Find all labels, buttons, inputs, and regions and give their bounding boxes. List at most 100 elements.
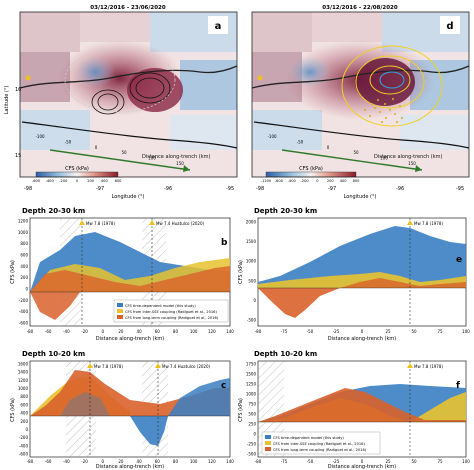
map-a-lat-label: Latitude (°) — [4, 86, 10, 115]
panel-f-xtick: 0 — [361, 459, 364, 464]
panel-b-xtick: 40 — [137, 329, 143, 334]
panel-b-legend-2: CFS from inter-SSE coupling (Radiguet et… — [125, 310, 217, 314]
panel-c-ytick: 1600 — [18, 362, 29, 367]
panel-e-xtick: -75 — [281, 329, 288, 334]
map-d-colorbar-tick: 200 — [327, 179, 335, 183]
panel-e-xtick: 0 — [361, 329, 364, 334]
panel-c-xtick: -40 — [63, 459, 70, 464]
panel-b-xtick: 140 — [226, 329, 234, 334]
panel-b-letter: b — [221, 238, 228, 248]
panel-f-legend-2: CFS from inter-SSE coupling (Radiguet et… — [273, 442, 365, 446]
map-a-lat-15: 15 — [15, 153, 21, 159]
panel-f-xtick: -50 — [307, 459, 314, 464]
map-d-lon-96: -96 — [396, 186, 404, 192]
map-a-date: 03/12/2016 - 23/06/2020 — [90, 5, 166, 11]
panel-b-xtick: 60 — [155, 329, 161, 334]
panel-b-ytick: -400 — [19, 309, 29, 314]
panel-b-ytick: -600 — [19, 321, 29, 326]
panel-e-xtick: 25 — [385, 329, 391, 334]
panel-e-letter: e — [456, 255, 462, 265]
map-d-colorbar-tick: 400 — [340, 179, 348, 183]
panel-f-xtick: -25 — [333, 459, 340, 464]
map-a-trench-tick: 0 — [95, 145, 98, 150]
map-a-colorbar-tick: 0 — [76, 179, 79, 183]
panel-b-legend-1: CFS time-dependent model (this study) — [125, 304, 196, 308]
map-a-colorbar-tick: 400 — [101, 179, 109, 183]
panel-c-ytick: 0 — [25, 427, 28, 432]
map-d-colorbar-tick: 0 — [316, 179, 319, 183]
panel-e-xtick: 100 — [462, 329, 470, 334]
panel-f-legend-3: CFS from long-term coupling (Radiguet et… — [273, 448, 367, 452]
map-a-colorbar-ticks: -600 -400 -200 0 200 400 600 — [32, 179, 122, 183]
panel-e-ytick: 1000 — [246, 259, 257, 264]
panel-b-xtick: 100 — [190, 329, 198, 334]
map-d-trench-ticks: -100 -50 0 50 100 150 — [267, 134, 416, 166]
panel-c-ytick: 200 — [20, 419, 28, 424]
panel-c-ytick: 1000 — [18, 386, 29, 391]
panel-b-xtick: -80 — [27, 329, 34, 334]
panel-f-ytick: 500 — [248, 412, 256, 417]
panel-b-xlabel: Distance along-trench (km) — [96, 336, 164, 342]
panel-e-ylabel: CFS (kPa) — [238, 260, 244, 284]
panel-b-xtick: 0 — [101, 329, 104, 334]
panel-c-xtick: 100 — [190, 459, 198, 464]
panel-e-ytick: 1500 — [246, 239, 257, 244]
panel-b-xticks: -80 -60 -40 -20 0 20 40 60 80 100 120 140 — [27, 329, 235, 334]
map-a-trench-tick: -100 — [35, 134, 45, 139]
map-a-trench-tick: 50 — [121, 150, 127, 155]
map-a-trench-tick: 150 — [176, 161, 184, 166]
map-d-date: 03/12/2016 - 22/08/2020 — [322, 5, 398, 11]
map-d-lon-98: -98 — [256, 186, 264, 192]
panel-b-event-2020: Mw 7.4 Huatulco (2020) — [156, 221, 204, 226]
map-a-colorbar-tick: -400 — [46, 179, 55, 183]
map-d-lon-label: Longitude (°) — [344, 194, 377, 200]
panel-e-ytick: -500 — [247, 318, 257, 323]
panel-f-xtick: -80 — [255, 459, 262, 464]
panel-e-xtick: 75 — [437, 329, 443, 334]
map-panel-a: Distance along-trench (km) a 03/12/2016 … — [4, 5, 238, 200]
map-a-trench-label: Distance along-trench (km) — [142, 154, 210, 160]
panel-c-xtick: 40 — [137, 459, 143, 464]
panel-f-xtick: 100 — [462, 459, 470, 464]
panel-c-ytick: 1400 — [18, 370, 29, 375]
panel-c-depth-title: Depth 10-20 km — [22, 350, 85, 358]
map-d-trench-tick: 50 — [353, 150, 359, 155]
panel-b-ytick: 0 — [25, 287, 28, 292]
panel-e-ytick: 0 — [253, 298, 256, 303]
panel-e-yticks: 2000 1500 1000 500 0 -500 — [246, 220, 257, 323]
profile-panel-c: Depth 10-20 km Mw 7.8 (1978) Mw 7.4 Huat… — [10, 350, 234, 470]
map-d-trench-tick: 100 — [380, 156, 388, 161]
panel-b-xtick: -60 — [45, 329, 52, 334]
map-a-lon-97: -97 — [96, 186, 104, 192]
panel-e-depth-title: Depth 20-30 km — [254, 207, 317, 215]
map-a-lon-98: -98 — [24, 186, 32, 192]
panel-c-ytick: 600 — [20, 402, 28, 407]
map-a-colorbar-tick: 200 — [87, 179, 95, 183]
panel-c-xtick: 0 — [101, 459, 104, 464]
panel-c-xtick: 80 — [173, 459, 179, 464]
map-a-colorbar-tick: 600 — [115, 179, 123, 183]
profile-panel-f: Depth 10-20 km Mw 7.8 (1978) f CFS (kPa)… — [238, 350, 470, 470]
panel-c-xlabel: Distance along-trench (km) — [96, 464, 164, 470]
panel-e-xtick: -25 — [333, 329, 340, 334]
panel-f-legend: CFS time-dependent model (this study) CF… — [261, 431, 381, 455]
panel-f-ytick: -250 — [247, 442, 257, 447]
map-panel-d: Distance along-trench (km) d 03/12/2016 … — [251, 5, 470, 200]
map-a-colorbar-tick: -200 — [59, 179, 68, 183]
panel-c-xtick: 20 — [118, 459, 124, 464]
profile-panel-b: Depth 20-30 km Mw 7.8 (1978) Mw 7.4 Huat… — [10, 207, 234, 342]
panel-f-xtick: 75 — [437, 459, 443, 464]
panel-b-xtick: 80 — [173, 329, 179, 334]
panel-c-xtick: -20 — [81, 459, 88, 464]
panel-f-xtick: 25 — [385, 459, 391, 464]
panel-b-xtick: -20 — [81, 329, 88, 334]
panel-c-xtick: -80 — [27, 459, 34, 464]
panel-b-ytick: 800 — [20, 241, 28, 246]
panel-b-ytick: 200 — [20, 275, 28, 280]
panel-e-xtick: 50 — [411, 329, 417, 334]
panel-e-ytick: 2000 — [246, 220, 257, 225]
map-a-lon-96: -96 — [164, 186, 172, 192]
panel-f-ytick: 1000 — [246, 392, 257, 397]
map-d-colorbar-tick: -600 — [275, 179, 284, 183]
map-a-trench-tick: 100 — [148, 156, 156, 161]
